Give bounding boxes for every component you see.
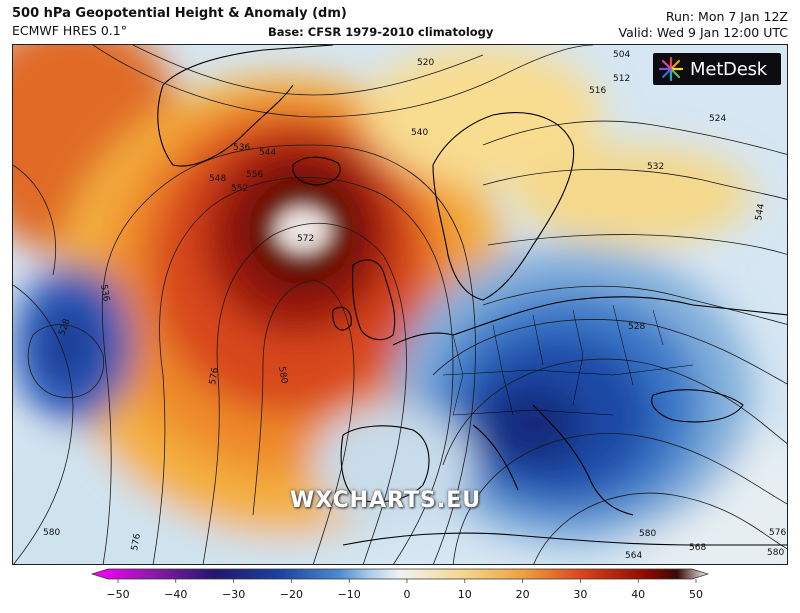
contour-label: 576 [769,528,786,538]
run-time-label: Run: Mon 7 Jan 12Z [665,9,788,24]
uk-coast [332,259,396,341]
model-label: ECMWF HRES 0.1° [12,23,127,38]
contour-label: 536 [233,143,250,153]
colorbar-tick-label: −20 [279,588,303,601]
contour-label: 564 [625,551,642,561]
contour-label: 576 [130,533,143,552]
anomaly-field: 504 512 516 520 524 528 528 532 536 536 … [13,45,787,564]
colorbar-tick-label: 10 [457,588,472,601]
iceland-coast [292,156,341,186]
contour-label: 580 [276,366,289,385]
contour-label: 580 [43,528,60,538]
contour-label: 536 [98,284,111,303]
metdesk-logo: MetDesk [653,53,781,85]
colorbar-tick-label: −40 [164,588,188,601]
colorbar-strip [90,568,710,580]
europe-coast [392,296,787,346]
colorbar [90,568,710,583]
contour-label: 524 [709,114,726,124]
contour-label: 516 [589,86,606,96]
contour-label: 544 [259,148,276,158]
colorbar-tick-label: 50 [689,588,703,601]
contour-label: 576 [208,367,221,386]
weather-map: 504 512 516 520 524 528 528 532 536 536 … [12,44,788,565]
africa-coast [342,532,787,546]
black-sea-coast [651,389,744,423]
contour-label: 552 [231,184,248,194]
contour-label: 580 [639,529,656,539]
contour-label: 544 [754,203,767,222]
contour-label: 580 [767,548,784,558]
contour-label: 532 [647,162,664,172]
greenland-coast [157,45,334,167]
colorbar-tick-label: 40 [631,588,646,601]
colorbar-tick-label: −10 [337,588,361,601]
contour-label: 504 [613,50,630,60]
italy-balkans-coast [472,404,634,516]
borders [442,304,694,416]
climatology-base-label: Base: CFSR 1979-2010 climatology [268,25,494,39]
contour-label: 568 [689,543,706,553]
contour-label: 572 [297,234,314,244]
contour-label: 548 [209,174,226,184]
contour-label: 540 [411,128,428,138]
iberia-coast [340,425,430,503]
logo-text: MetDesk [690,58,767,80]
colorbar-tick-label: 20 [515,588,530,601]
contour-label: 512 [613,74,630,84]
contour-label: 556 [246,170,263,180]
valid-time-label: Valid: Wed 9 Jan 12:00 UTC [618,25,788,40]
colorbar-tick-label: −50 [106,588,130,601]
contour-label: 528 [628,322,645,332]
colorbar-tick-label: 0 [403,588,411,601]
contour-labels: 504 512 516 520 524 528 528 532 536 536 … [43,50,786,561]
chart-title: 500 hPa Geopotential Height & Anomaly (d… [12,6,347,21]
watermark: WXCHARTS.EU [290,488,482,513]
logo-burst-icon [658,56,684,82]
colorbar-ticks [117,579,697,583]
contour-label: 520 [417,58,434,68]
coastlines [157,45,787,546]
colorbar-tick-label: −30 [221,588,246,601]
colorbar-tick-label: 30 [573,588,588,601]
scandinavia-coast [432,112,575,301]
